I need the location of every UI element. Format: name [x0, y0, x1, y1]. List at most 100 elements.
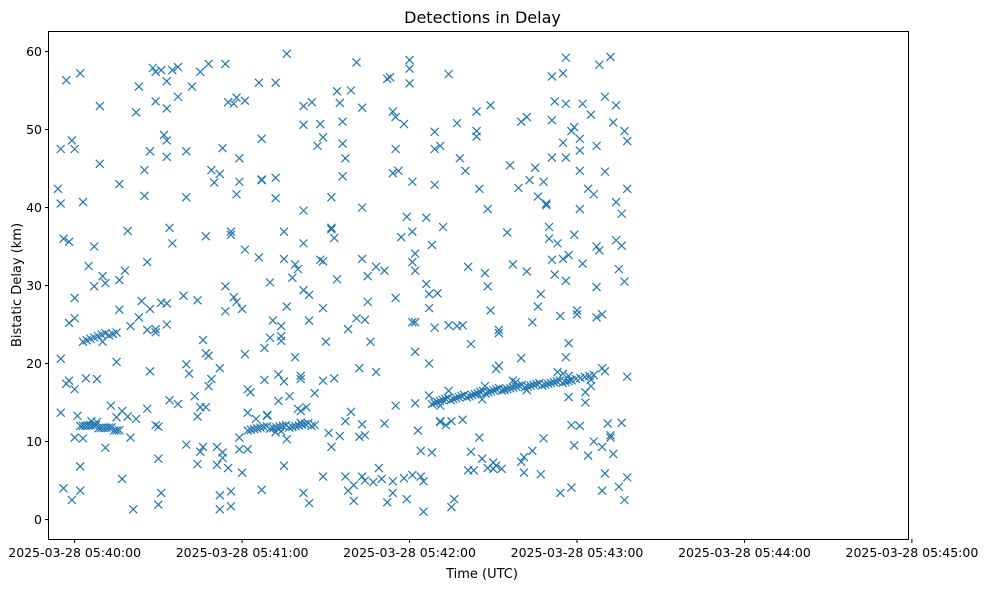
data-point [193, 295, 202, 305]
data-point [391, 112, 401, 122]
data-point [594, 245, 604, 255]
data-point [424, 359, 434, 368]
data-point [173, 399, 183, 409]
data-point [296, 374, 306, 384]
data-point [452, 118, 462, 128]
data-point [558, 138, 568, 148]
data-point [447, 502, 456, 512]
data-point [444, 320, 454, 330]
data-point [597, 486, 607, 496]
data-point [61, 75, 71, 85]
data-point [340, 153, 350, 163]
data-point [454, 392, 464, 402]
data-point [430, 144, 440, 154]
data-point [363, 271, 373, 281]
data-point [371, 367, 381, 377]
data-point [56, 354, 66, 364]
data-point [424, 303, 434, 313]
data-point [430, 323, 440, 333]
data-point [112, 426, 122, 435]
data-point [586, 110, 596, 120]
data-point [70, 433, 80, 443]
data-point [215, 490, 225, 500]
data-point [388, 107, 398, 116]
data-point [226, 486, 236, 496]
data-point [329, 373, 339, 383]
data-point [480, 381, 490, 391]
data-point [583, 451, 593, 460]
data-point [617, 418, 627, 428]
data-point [142, 257, 152, 267]
data-point [549, 377, 559, 387]
data-point [204, 351, 214, 361]
data-point [567, 420, 576, 430]
data-point [159, 130, 169, 140]
data-point [382, 74, 392, 84]
data-point [410, 249, 420, 258]
data-point [156, 488, 166, 498]
data-point [546, 378, 556, 388]
data-point [606, 433, 615, 443]
data-point [137, 296, 147, 306]
data-point [494, 361, 504, 371]
data-point [522, 112, 532, 122]
data-point [483, 204, 493, 214]
data-point [223, 97, 233, 107]
data-point [293, 264, 303, 274]
data-point [131, 414, 141, 424]
x-tick-label: 2025-03-28 05:40:00 [8, 545, 141, 560]
data-point [441, 420, 451, 430]
data-point [421, 279, 431, 289]
data-point [391, 293, 401, 303]
data-points [53, 49, 632, 517]
data-point [410, 347, 420, 357]
data-point [575, 146, 585, 155]
data-point [156, 65, 166, 75]
data-point [307, 421, 316, 431]
data-point [276, 331, 286, 341]
data-point [377, 474, 387, 484]
data-point [589, 370, 599, 380]
data-point [502, 384, 512, 394]
data-point [273, 369, 283, 379]
data-point [321, 337, 331, 347]
data-point [215, 504, 225, 514]
data-point [206, 374, 216, 384]
data-point [405, 79, 414, 88]
data-point [421, 213, 431, 223]
data-point [131, 107, 141, 117]
data-point [486, 386, 496, 396]
data-point [114, 425, 124, 435]
data-point [527, 317, 537, 327]
data-point [254, 78, 264, 88]
data-point [541, 200, 551, 210]
data-point [575, 166, 585, 176]
data-point [357, 419, 367, 429]
plot-frame [48, 31, 909, 540]
data-point [555, 488, 565, 498]
data-point [226, 501, 236, 511]
data-point [470, 389, 480, 399]
data-point [162, 135, 172, 145]
data-point [352, 313, 361, 323]
data-point [151, 67, 161, 77]
data-point [134, 82, 144, 92]
data-point [575, 134, 585, 144]
data-point [229, 292, 239, 302]
data-point [388, 476, 398, 486]
data-point [117, 474, 127, 484]
data-point [516, 117, 526, 127]
data-point [622, 372, 632, 382]
data-point [558, 369, 568, 379]
data-point [620, 126, 629, 136]
data-point [114, 179, 124, 189]
data-point [324, 428, 334, 438]
data-point [523, 382, 533, 391]
data-point [78, 433, 88, 443]
data-point [469, 465, 479, 475]
data-point [594, 60, 604, 70]
data-point [399, 119, 409, 129]
data-point [385, 72, 395, 82]
data-point [569, 122, 579, 132]
data-point [223, 463, 233, 473]
